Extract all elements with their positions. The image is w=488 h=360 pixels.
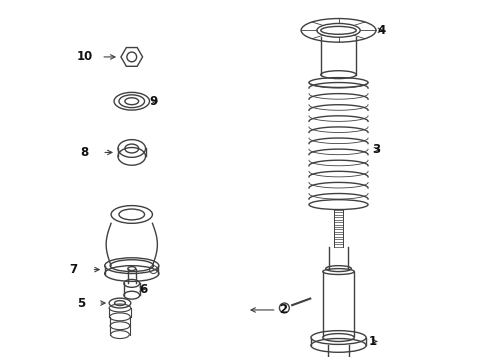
Text: 6: 6 [140, 283, 147, 296]
Text: 9: 9 [149, 95, 158, 108]
Text: 4: 4 [377, 24, 386, 37]
Text: 7: 7 [69, 263, 78, 276]
Text: 1: 1 [368, 335, 376, 348]
Text: 8: 8 [80, 146, 88, 159]
Text: 10: 10 [77, 50, 93, 63]
Text: 2: 2 [250, 303, 287, 316]
Text: 3: 3 [371, 143, 379, 156]
Text: 5: 5 [77, 297, 85, 310]
